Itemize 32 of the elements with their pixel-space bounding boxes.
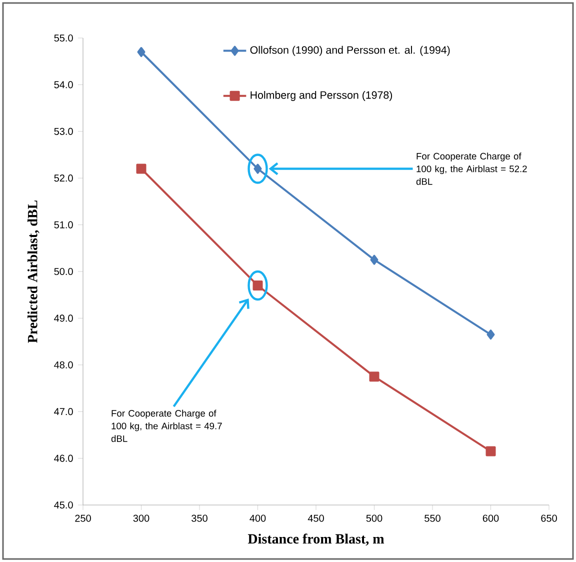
y-tick-label: 55.0	[54, 34, 73, 42]
annotation: For Cooperate Charge of 100 kg, the Airblast = 49.7 dBL	[111, 410, 222, 442]
y-tick-label: 46.0	[54, 454, 73, 462]
y-tick-label: 45.0	[54, 501, 73, 509]
point	[486, 446, 496, 456]
point	[137, 47, 146, 58]
y-tick-label: 49.0	[54, 314, 73, 322]
y-tick-label: 53.0	[54, 128, 73, 135]
y-tick-label: 47.0	[54, 408, 73, 416]
x-tick-label: 400	[250, 514, 266, 522]
legend-label: Holmberg and Persson (1978)	[250, 90, 392, 101]
y-axis-title: Predicted Airblast, dBL	[27, 200, 40, 343]
legend-label: Ollofson (1990) and Persson et. al. (1994)	[250, 46, 450, 56]
x-tick-label: 300	[133, 514, 150, 522]
point	[369, 372, 380, 382]
x-tick-label: 500	[366, 514, 382, 522]
x-tick-label: 650	[541, 514, 557, 522]
y-tick-label: 48.0	[54, 361, 73, 368]
y-tick-label: 54.0	[54, 81, 73, 88]
y-tick-label: 50.0	[54, 268, 73, 276]
y-tick-label: 52.0	[54, 174, 73, 182]
y-tick-label: 51.0	[54, 221, 73, 228]
point	[136, 164, 146, 174]
x-tick-label: 450	[308, 514, 324, 522]
x-tick-label: 550	[424, 514, 440, 522]
point	[486, 330, 495, 340]
x-tick-label: 600	[482, 514, 499, 522]
annotation: For Cooperate Charge of 100 kg, the Airblast = 52.2 dBL	[416, 152, 527, 185]
x-axis-title: Distance from Blast, m	[248, 534, 384, 546]
x-tick-label: 250	[75, 514, 91, 522]
point	[370, 254, 378, 265]
x-tick-label: 350	[192, 514, 208, 522]
